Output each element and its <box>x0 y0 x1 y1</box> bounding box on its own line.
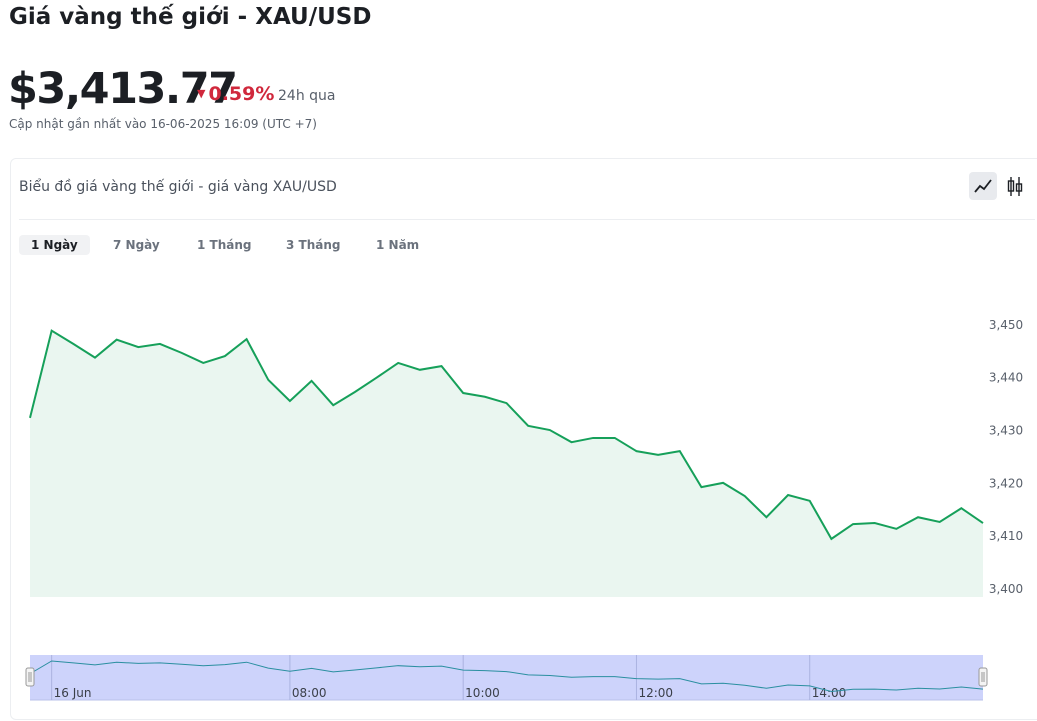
updated-time: Cập nhật gần nhất vào 16-06-2025 16:09 (… <box>9 117 317 131</box>
period: 24h qua <box>278 88 336 104</box>
range-tab[interactable]: 3 Tháng <box>286 238 341 252</box>
range-tab[interactable]: 1 Ngày <box>19 235 90 255</box>
y-tick-label: 3,410 <box>989 529 1023 543</box>
line-chart-button[interactable] <box>969 172 997 200</box>
navigator-handle <box>25 667 35 687</box>
change-value: 0.59% <box>208 83 275 105</box>
price: $3,413.77 <box>8 64 238 114</box>
card-title: Biểu đồ giá vàng thế giới - giá vàng XAU… <box>19 179 337 195</box>
range-tab[interactable]: 7 Ngày <box>113 238 160 252</box>
chart-card <box>10 158 1037 720</box>
navigator-label: 08:00 <box>292 686 327 700</box>
y-tick-label: 3,400 <box>989 582 1023 596</box>
divider <box>19 219 1035 220</box>
navigator-handle <box>978 667 988 687</box>
y-tick-label: 3,420 <box>989 476 1023 490</box>
area-fill <box>30 330 983 597</box>
navigator-label: 16 Jun <box>54 686 92 700</box>
page-title: Giá vàng thế giới - XAU/USD <box>9 4 372 30</box>
range-tab[interactable]: 1 Tháng <box>197 238 252 252</box>
range-tab[interactable]: 1 Năm <box>376 238 420 252</box>
navigator-line <box>29 660 984 692</box>
navigator-label: 12:00 <box>638 686 673 700</box>
navigator-label: 10:00 <box>465 686 500 700</box>
navigator-label: 14:00 <box>812 686 847 700</box>
candlestick-button[interactable] <box>1007 177 1023 196</box>
y-tick-label: 3,430 <box>989 424 1023 438</box>
price-line <box>29 329 984 541</box>
price-change: ▼ 0.59% <box>197 83 275 105</box>
y-tick-label: 3,450 <box>989 318 1023 332</box>
navigator-selection[interactable] <box>30 655 983 700</box>
y-tick-label: 3,440 <box>989 371 1023 385</box>
